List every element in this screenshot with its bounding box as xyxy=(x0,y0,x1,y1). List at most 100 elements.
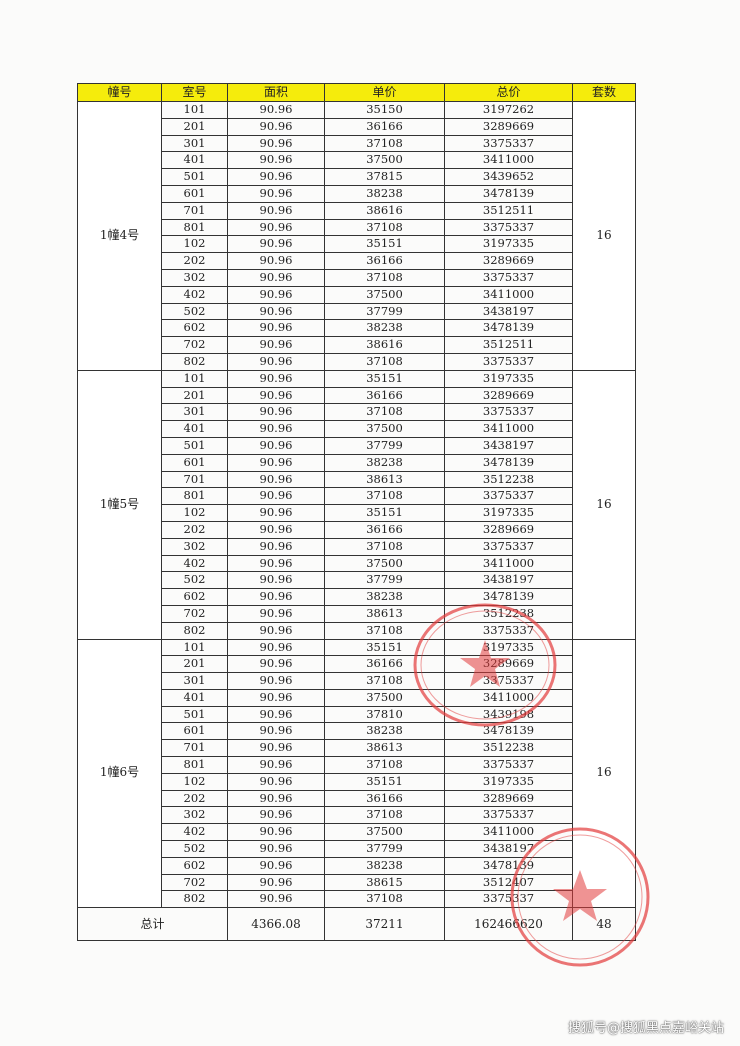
unit-price-cell: 37108 xyxy=(324,621,445,640)
room-cell: 201 xyxy=(161,117,228,136)
room-cell: 101 xyxy=(161,638,228,657)
room-cell: 601 xyxy=(161,722,228,741)
unit-price-cell: 38613 xyxy=(324,739,445,758)
table-row: 401 90.96 37500 3411000 xyxy=(78,420,636,438)
header-row: 幢号 室号 面积 单价 总价 套数 xyxy=(77,83,636,102)
room-cell: 802 xyxy=(161,890,228,909)
total-count: 48 xyxy=(572,907,636,942)
unit-price-cell: 37108 xyxy=(324,134,445,153)
total-price-cell: 3289669 xyxy=(444,655,573,674)
unit-price-cell: 35151 xyxy=(324,504,445,522)
table-row: 302 90.96 37108 3375337 xyxy=(78,268,636,287)
total-price-cell: 3375337 xyxy=(444,621,573,640)
room-cell: 401 xyxy=(161,688,228,707)
unit-price-cell: 37108 xyxy=(324,268,445,287)
header-total-price: 总价 xyxy=(444,83,573,102)
table-row: 1幢4号 101 90.96 35150 3197262 16 xyxy=(77,101,636,371)
header-building: 幢号 xyxy=(77,83,162,102)
table-row: 102 90.96 35151 3197335 xyxy=(78,235,636,254)
total-price-cell: 3478139 xyxy=(444,319,573,338)
area-cell: 90.96 xyxy=(227,134,325,153)
room-cell: 601 xyxy=(161,184,228,203)
header-room: 室号 xyxy=(161,83,228,102)
area-cell: 90.96 xyxy=(227,453,325,472)
room-cell: 302 xyxy=(161,806,228,825)
unit-price-cell: 37500 xyxy=(324,823,445,842)
price-table: 幢号 室号 面积 单价 总价 套数 1幢4号 101 90.96 35150 31972… xyxy=(77,83,636,942)
table-row: 702 90.96 38613 3512238 xyxy=(78,604,636,623)
unit-price-cell: 38613 xyxy=(324,604,445,623)
total-price-cell: 3478139 xyxy=(444,588,573,606)
total-row: 总计 4366.08 37211 162466620 48 xyxy=(77,907,636,942)
total-price-cell: 3411000 xyxy=(444,823,573,842)
room-cell: 801 xyxy=(161,218,228,237)
area-cell: 90.96 xyxy=(227,386,325,405)
room-cell: 701 xyxy=(161,470,228,489)
room-cell: 602 xyxy=(161,588,228,606)
table-row: 302 90.96 37108 3375337 xyxy=(78,537,636,556)
table-row: 102 90.96 35151 3197335 xyxy=(78,504,636,522)
area-cell: 90.96 xyxy=(227,168,325,186)
building-name: 1幢4号 xyxy=(77,101,162,371)
total-price-cell: 3289669 xyxy=(444,386,573,405)
total-price-cell: 3411000 xyxy=(444,554,573,573)
unit-price-cell: 37108 xyxy=(324,806,445,825)
unit-price-cell: 36166 xyxy=(324,655,445,674)
unit-price-cell: 37108 xyxy=(324,487,445,506)
unit-price-cell: 37108 xyxy=(324,403,445,422)
total-label: 总计 xyxy=(77,907,228,942)
table-row: 601 90.96 38238 3478139 xyxy=(78,722,636,741)
area-cell: 90.96 xyxy=(227,655,325,674)
unit-count: 16 xyxy=(572,369,636,640)
area-cell: 90.96 xyxy=(227,520,325,539)
total-price-cell: 3438197 xyxy=(444,571,573,590)
table-row: 601 90.96 38238 3478139 xyxy=(78,184,636,203)
table-row: 202 90.96 36166 3289669 xyxy=(78,520,636,539)
table-row: 402 90.96 37500 3411000 xyxy=(78,823,636,842)
total-price-cell: 3512511 xyxy=(444,201,573,220)
unit-price-cell: 37108 xyxy=(324,672,445,690)
area-cell: 90.96 xyxy=(227,504,325,522)
total-price-cell: 3375337 xyxy=(444,890,573,909)
total-price-cell: 3478139 xyxy=(444,722,573,741)
room-cell: 502 xyxy=(161,571,228,590)
total-price-cell: 3375337 xyxy=(444,806,573,825)
room-cell: 401 xyxy=(161,151,228,170)
total-price-cell: 3411000 xyxy=(444,151,573,170)
unit-price-cell: 35151 xyxy=(324,235,445,254)
table-row: 201 90.96 36166 3289669 xyxy=(78,117,636,136)
table-row: 501 90.96 37810 3439198 xyxy=(78,705,636,724)
area-cell: 90.96 xyxy=(227,638,325,657)
room-cell: 502 xyxy=(161,302,228,321)
area-cell: 90.96 xyxy=(227,302,325,321)
unit-price-cell: 37799 xyxy=(324,571,445,590)
table-row: 802 90.96 37108 3375337 xyxy=(78,890,636,909)
unit-price-cell: 37108 xyxy=(324,352,445,371)
unit-price-cell: 35151 xyxy=(324,369,445,388)
table-row: 701 90.96 38613 3512238 xyxy=(78,739,636,758)
unit-price-cell: 38238 xyxy=(324,722,445,741)
area-cell: 90.96 xyxy=(227,873,325,892)
unit-price-cell: 36166 xyxy=(324,520,445,539)
room-cell: 601 xyxy=(161,453,228,472)
total-price-cell: 3438197 xyxy=(444,302,573,321)
area-cell: 90.96 xyxy=(227,739,325,758)
unit-price-cell: 38616 xyxy=(324,336,445,354)
table-row: 502 90.96 37799 3438197 xyxy=(78,840,636,858)
unit-price-cell: 38238 xyxy=(324,588,445,606)
building-name: 1幢6号 xyxy=(77,638,162,909)
table-row: 201 90.96 36166 3289669 xyxy=(78,386,636,405)
total-price-cell: 3512407 xyxy=(444,873,573,892)
area-cell: 90.96 xyxy=(227,890,325,909)
total-price-cell: 3439652 xyxy=(444,168,573,186)
room-cell: 701 xyxy=(161,739,228,758)
room-cell: 202 xyxy=(161,789,228,808)
room-cell: 801 xyxy=(161,756,228,774)
table-row: 202 90.96 36166 3289669 xyxy=(78,252,636,270)
area-cell: 90.96 xyxy=(227,588,325,606)
total-unit-price: 37211 xyxy=(324,907,445,942)
area-cell: 90.96 xyxy=(227,101,325,119)
unit-price-cell: 37799 xyxy=(324,436,445,455)
table-row: 202 90.96 36166 3289669 xyxy=(78,789,636,808)
total-price-cell: 3197335 xyxy=(444,504,573,522)
